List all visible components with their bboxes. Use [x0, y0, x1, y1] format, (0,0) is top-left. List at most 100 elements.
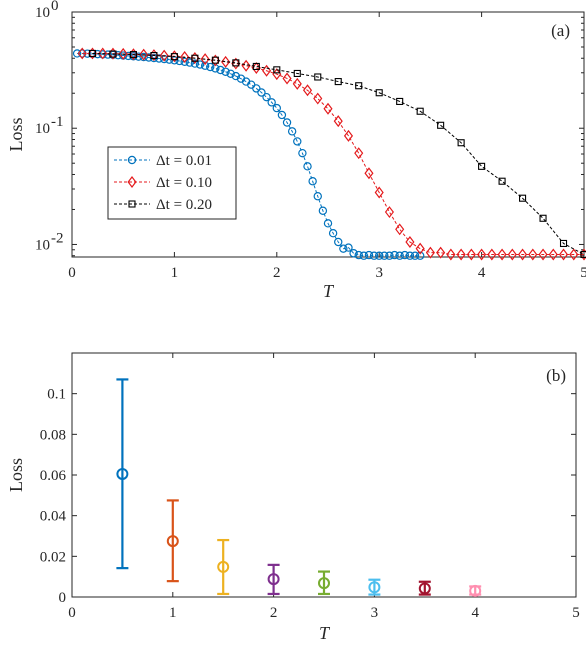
- data-point: [323, 102, 333, 115]
- data-point: [98, 47, 108, 60]
- panel-a-frame: [71, 11, 585, 258]
- data-point: [364, 250, 374, 260]
- data-point: [436, 246, 446, 259]
- mean-marker: [217, 560, 230, 573]
- data-point: [129, 51, 137, 59]
- data-point: [498, 177, 506, 185]
- data-point: [200, 53, 210, 66]
- data-point: [415, 242, 425, 255]
- data-point: [77, 47, 87, 60]
- data-point: [457, 139, 465, 147]
- data-point: [124, 51, 133, 61]
- mean-marker: [116, 467, 129, 480]
- x-tick-label: 4: [471, 605, 479, 621]
- data-point: [344, 243, 353, 252]
- errorbar-5: [368, 578, 381, 596]
- data-point: [477, 248, 487, 261]
- data-point: [384, 206, 394, 219]
- data-point: [287, 127, 297, 136]
- y-tick-label: 0.04: [40, 509, 67, 525]
- mean-marker: [166, 535, 179, 548]
- data-point: [354, 250, 363, 260]
- data-point: [206, 62, 215, 72]
- data-point: [282, 118, 292, 127]
- data-point: [355, 82, 363, 90]
- y-tick-label: 0.1: [47, 387, 66, 403]
- series-line: [77, 52, 421, 257]
- data-point: [302, 84, 313, 97]
- errorbar-0: [116, 378, 129, 570]
- data-point: [195, 60, 205, 69]
- x-tick-label: 2: [270, 605, 278, 621]
- y-tick-exponent: -2: [51, 230, 64, 246]
- data-point: [396, 97, 404, 105]
- errorbar-6: [418, 580, 431, 596]
- data-point: [139, 48, 149, 61]
- data-point: [293, 69, 301, 78]
- data-point: [359, 251, 369, 260]
- data-point: [180, 57, 189, 66]
- x-tick-label: 4: [478, 265, 486, 281]
- data-point: [487, 248, 497, 261]
- data-point: [190, 59, 200, 68]
- data-point: [185, 58, 194, 67]
- legend-label: Δt = 0.01: [156, 153, 212, 169]
- data-point: [180, 51, 190, 63]
- data-point: [519, 194, 527, 202]
- errorbar-2: [217, 538, 230, 596]
- x-tick-label: 0: [68, 605, 76, 621]
- data-point: [380, 251, 389, 260]
- data-point: [333, 115, 343, 128]
- errorbar-1: [166, 499, 179, 583]
- data-point: [334, 78, 342, 86]
- data-point: [375, 89, 383, 97]
- x-tick-label: 0: [68, 265, 76, 281]
- panel-b-x-axis-label: T: [319, 623, 331, 643]
- x-tick-label: 2: [273, 265, 281, 281]
- mean-marker: [469, 584, 482, 597]
- data-point: [200, 61, 210, 70]
- data-point: [416, 107, 424, 115]
- data-point: [293, 137, 302, 146]
- x-tick-label: 3: [371, 605, 379, 621]
- data-point: [446, 248, 456, 261]
- data-point: [252, 62, 260, 71]
- data-point: [93, 49, 102, 59]
- data-point: [298, 148, 307, 158]
- data-point: [262, 64, 272, 77]
- panel-a-x-axis-label: T: [323, 281, 335, 301]
- data-point: [226, 69, 235, 78]
- data-point: [375, 251, 384, 260]
- data-point: [267, 98, 276, 107]
- series-2: [88, 49, 586, 259]
- data-point: [139, 52, 148, 62]
- y-tick-label: 10: [35, 5, 50, 21]
- series-line: [82, 52, 584, 255]
- data-point: [150, 51, 158, 60]
- mean-marker: [267, 573, 280, 586]
- data-point: [314, 73, 322, 81]
- data-point: [395, 223, 405, 236]
- series-line: [92, 52, 585, 255]
- data-point: [466, 248, 476, 261]
- data-point: [334, 237, 343, 247]
- errorbar-7: [469, 584, 482, 597]
- data-point: [292, 77, 302, 90]
- data-point: [328, 228, 338, 238]
- data-point: [437, 121, 445, 129]
- data-point: [456, 248, 466, 261]
- panel-b-label: (b): [546, 366, 566, 385]
- data-point: [478, 162, 486, 170]
- data-point: [425, 246, 435, 259]
- data-point: [159, 49, 169, 62]
- series-0: [72, 49, 425, 260]
- data-point: [232, 59, 240, 67]
- data-point: [231, 71, 241, 81]
- legend-swatch-marker: [127, 176, 137, 188]
- data-point: [308, 177, 317, 186]
- panel-a-series: [72, 47, 586, 261]
- data-point: [313, 92, 323, 105]
